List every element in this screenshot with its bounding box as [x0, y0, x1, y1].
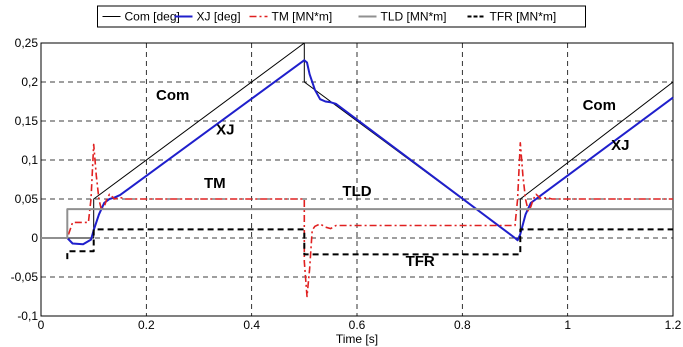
y-tick-label: 0,2 — [21, 75, 38, 89]
x-tick-label: 0 — [38, 318, 45, 332]
legend-label: Com [deg] — [125, 10, 180, 24]
annotation-label: TFR — [406, 253, 435, 270]
series-line-tfr — [66, 228, 673, 260]
legend-label: TFR [MN*m] — [490, 10, 557, 24]
annotation-label: XJ — [216, 121, 234, 138]
y-tick-label: 0,15 — [15, 114, 39, 128]
annotation-label: TM — [204, 175, 226, 192]
legend-label: TLD [MN*m] — [381, 10, 447, 24]
y-tick-label: 0,25 — [15, 36, 39, 50]
x-axis-label: Time [s] — [336, 332, 378, 346]
x-tick-label: 0.8 — [454, 318, 471, 332]
y-tick-label: 0,05 — [15, 192, 39, 206]
legend-box — [97, 5, 586, 28]
x-tick-label: 1 — [564, 318, 571, 332]
y-tick-label: -0,05 — [11, 270, 39, 284]
series-line-tld — [41, 208, 673, 239]
series-line-tm — [41, 142, 673, 298]
annotation-label: XJ — [611, 137, 629, 154]
y-tick-label: 0 — [31, 231, 38, 245]
x-tick-label: 0.2 — [138, 318, 155, 332]
annotation-label: Com — [156, 87, 189, 104]
annotations: Com XJ TM TLD TFR Com XJ — [156, 87, 630, 270]
x-tick-label: 1.2 — [665, 318, 682, 332]
series-group — [41, 42, 674, 298]
x-tick-label: 0.6 — [349, 318, 366, 332]
y-tick-label: 0,1 — [21, 153, 38, 167]
series-line-xj — [41, 59, 674, 246]
grid — [41, 43, 673, 316]
annotation-label: TLD — [342, 183, 371, 200]
tick-labels: 0 0.2 0.4 0.6 0.8 1 1.2 -0,1 -0,05 0 0,05 0,1 0,15 0,… — [11, 36, 682, 332]
series-line-com — [41, 42, 674, 239]
annotation-label: Com — [583, 97, 616, 114]
plot-frame — [40, 42, 674, 317]
x-tick-label: 0.4 — [243, 318, 260, 332]
y-tick-label: -0,1 — [17, 309, 38, 323]
legend: Com [deg] XJ [deg] TM [MN*m] TLD [MN*m] TFR … — [97, 5, 586, 28]
legend-label: TM [MN*m] — [272, 10, 333, 24]
legend-label: XJ [deg] — [197, 10, 241, 24]
